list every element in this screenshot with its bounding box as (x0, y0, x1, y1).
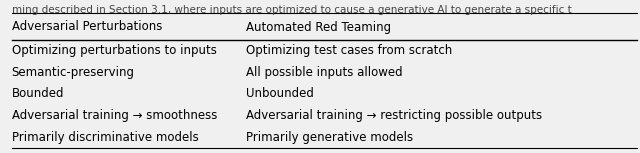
Text: Unbounded: Unbounded (246, 88, 314, 101)
Text: Optimizing test cases from scratch: Optimizing test cases from scratch (246, 44, 452, 57)
Text: Adversarial training → restricting possible outputs: Adversarial training → restricting possi… (246, 109, 543, 122)
Text: Semantic-preserving: Semantic-preserving (12, 66, 134, 79)
Text: Primarily discriminative models: Primarily discriminative models (12, 131, 198, 144)
Text: Bounded: Bounded (12, 88, 64, 101)
Text: Primarily generative models: Primarily generative models (246, 131, 413, 144)
Text: ming described in Section 3.1, where inputs are optimized to cause a generative : ming described in Section 3.1, where inp… (12, 5, 572, 15)
Text: All possible inputs allowed: All possible inputs allowed (246, 66, 403, 79)
Text: Adversarial training → smoothness: Adversarial training → smoothness (12, 109, 217, 122)
Text: Adversarial Perturbations: Adversarial Perturbations (12, 21, 162, 34)
Text: Optimizing perturbations to inputs: Optimizing perturbations to inputs (12, 44, 216, 57)
Text: Automated Red Teaming: Automated Red Teaming (246, 21, 392, 34)
